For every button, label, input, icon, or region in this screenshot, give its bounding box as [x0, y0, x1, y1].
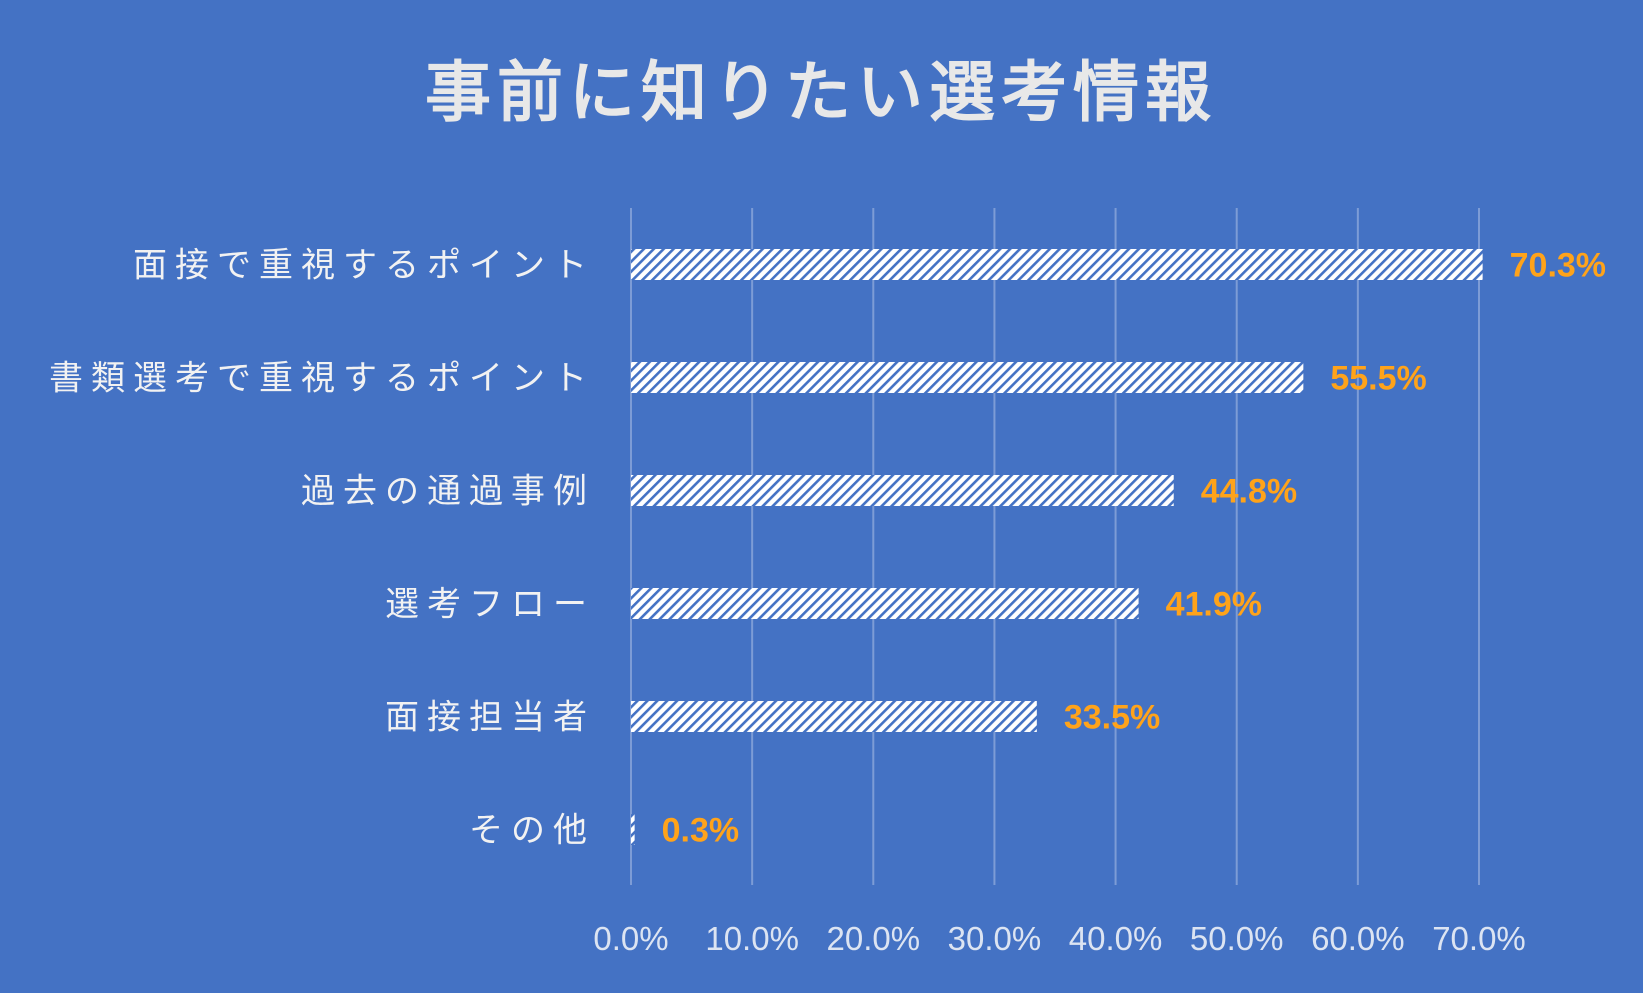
- data-labels: 70.3% 55.5% 44.8% 41.9% 33.5% 0.3%: [662, 247, 1606, 850]
- x-tick-label: 0.0%: [593, 920, 668, 957]
- x-tick-label: 60.0%: [1311, 920, 1405, 957]
- bar: [631, 701, 1037, 732]
- data-label: 0.3%: [662, 812, 740, 850]
- category-label: 面接で重視するポイント: [133, 246, 595, 286]
- category-label: 面接担当者: [385, 698, 595, 738]
- bar: [631, 475, 1174, 506]
- category-label: 選考フロー: [385, 585, 595, 625]
- data-label: 44.8%: [1201, 473, 1297, 511]
- x-tick-label: 10.0%: [705, 920, 799, 957]
- chart-title: 事前に知りたい選考情報: [425, 54, 1217, 131]
- data-label: 70.3%: [1510, 247, 1606, 285]
- data-label: 55.5%: [1330, 360, 1426, 398]
- category-label: 書類選考で重視するポイント: [49, 359, 595, 399]
- category-labels: 面接で重視するポイント書類選考で重視するポイント過去の通過事例選考フロー面接担当…: [49, 246, 595, 851]
- x-tick-label: 30.0%: [948, 920, 1042, 957]
- x-tick-label: 70.0%: [1432, 920, 1526, 957]
- bar: [631, 588, 1139, 619]
- bar: [631, 249, 1483, 280]
- bars: [631, 249, 1483, 845]
- x-axis-tick-labels: 0.0% 10.0% 20.0% 30.0% 40.0% 50.0% 60.0% 70.0%: [593, 920, 1525, 957]
- data-label: 33.5%: [1064, 699, 1160, 737]
- category-label: 過去の通過事例: [301, 472, 595, 512]
- data-label: 41.9%: [1166, 586, 1262, 624]
- category-label: その他: [469, 811, 595, 851]
- x-tick-label: 40.0%: [1069, 920, 1163, 957]
- x-tick-label: 50.0%: [1190, 920, 1284, 957]
- x-tick-label: 20.0%: [826, 920, 920, 957]
- bar: [631, 814, 635, 845]
- gridlines: [630, 208, 1480, 885]
- bar: [631, 362, 1304, 393]
